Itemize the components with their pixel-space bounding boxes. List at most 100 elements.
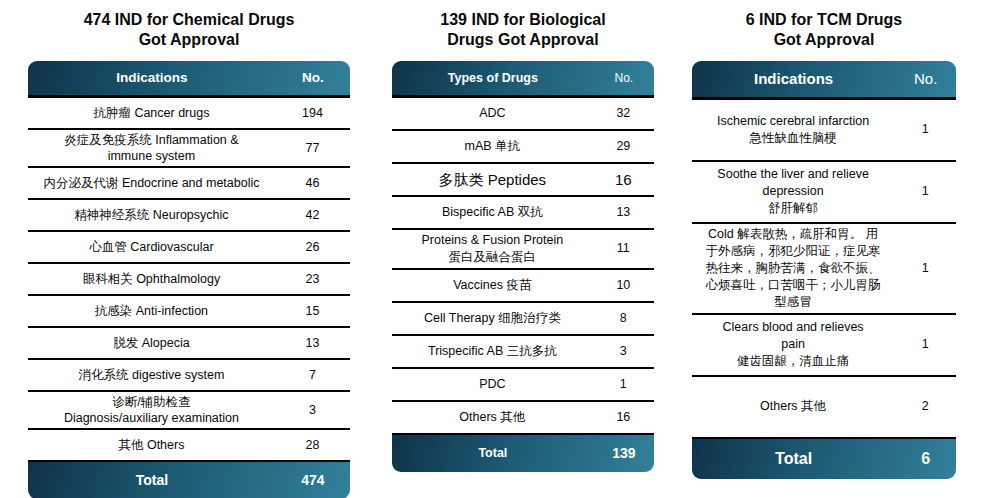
total-row: Total 474 <box>28 462 350 498</box>
row-value: 1 <box>894 119 956 140</box>
row-label: Clears blood and relieves pain 健齿固龈，清血止痛 <box>692 317 894 372</box>
row-value: 7 <box>275 365 350 385</box>
column-header-no: No. <box>594 71 654 85</box>
row-label: 抗感染 Anti-infection <box>28 301 275 321</box>
row-value: 77 <box>275 138 350 158</box>
row-value: 194 <box>275 103 350 123</box>
table-row: 抗肿瘤 Cancer drugs194 <box>28 98 350 130</box>
row-value: 26 <box>275 237 350 257</box>
table-row: 诊断/辅助检查 Diagnosis/auxiliary examination3 <box>28 392 350 430</box>
table-header: Types of Drugs No. <box>392 61 654 98</box>
row-value: 23 <box>275 269 350 289</box>
table-row: 炎症及免疫系统 Inflammation & immune system77 <box>28 130 350 168</box>
row-label: 抗肿瘤 Cancer drugs <box>28 103 275 123</box>
row-value: 11 <box>593 238 654 259</box>
row-value: 10 <box>593 275 654 296</box>
row-label: Others 其他 <box>392 407 593 428</box>
row-label: mAB 单抗 <box>392 136 593 157</box>
row-label: 消化系统 digestive system <box>28 365 275 385</box>
row-label: 其他 Others <box>28 435 275 455</box>
biological-drugs-table: 139 IND for Biological Drugs Got Approva… <box>392 8 654 472</box>
table-row: Others 其他2 <box>692 377 956 439</box>
row-label: Others 其他 <box>692 396 894 417</box>
table-row: 心血管 Cardiovascular26 <box>28 232 350 264</box>
table-row: 眼科相关 Ophthalmology23 <box>28 264 350 296</box>
total-label: Total <box>392 446 594 460</box>
table-title: 6 IND for TCM Drugs Got Approval <box>692 10 956 51</box>
table-row: Cell Therapy 细胞治疗类8 <box>392 303 654 336</box>
table-row: 消化系统 digestive system7 <box>28 360 350 392</box>
table-header: Indications No. <box>28 61 350 98</box>
table-title: 139 IND for Biological Drugs Got Approva… <box>392 10 654 51</box>
table-body: 抗肿瘤 Cancer drugs194炎症及免疫系统 Inflammation … <box>28 98 350 462</box>
table-row: Vaccines 疫苗10 <box>392 270 654 303</box>
row-label: Cell Therapy 细胞治疗类 <box>392 308 593 329</box>
row-value: 1 <box>894 181 956 202</box>
total-value: 474 <box>276 472 350 488</box>
total-value: 6 <box>895 450 956 468</box>
table-row: 内分泌及代谢 Endocrine and metabolic46 <box>28 168 350 200</box>
row-value: 3 <box>275 400 350 420</box>
row-label: 炎症及免疫系统 Inflammation & immune system <box>28 130 275 166</box>
row-label: 多肽类 Peptides <box>392 169 593 190</box>
table-row: 其他 Others28 <box>28 430 350 462</box>
table-row: mAB 单抗29 <box>392 131 654 164</box>
table-row: Soothe the liver and relieve depression … <box>692 162 956 224</box>
column-header-no: No. <box>276 70 350 85</box>
table-row: Trispecific AB 三抗多抗3 <box>392 336 654 369</box>
row-label: Bispecific AB 双抗 <box>392 202 593 223</box>
row-value: 8 <box>593 308 654 329</box>
row-label: ADC <box>392 103 593 124</box>
row-label: 心血管 Cardiovascular <box>28 237 275 257</box>
row-label: Proteins & Fusion Protein 蛋白及融合蛋白 <box>392 230 593 268</box>
row-value: 3 <box>593 341 654 362</box>
table-header: Indications No. <box>692 61 956 100</box>
chemical-drugs-table: 474 IND for Chemical Drugs Got Approval … <box>28 8 350 498</box>
total-row: Total 6 <box>692 439 956 479</box>
row-value: 16 <box>593 169 654 190</box>
tcm-drugs-table: 6 IND for TCM Drugs Got Approval Indicat… <box>692 8 956 479</box>
row-label: 脱发 Alopecia <box>28 333 275 353</box>
table-row: Others 其他16 <box>392 402 654 435</box>
row-label: 眼科相关 Ophthalmology <box>28 269 275 289</box>
row-value: 46 <box>275 173 350 193</box>
total-value: 139 <box>594 445 654 461</box>
row-label: 诊断/辅助检查 Diagnosis/auxiliary examination <box>28 392 275 428</box>
total-label: Total <box>28 472 276 488</box>
total-label: Total <box>692 450 895 468</box>
table-row: Proteins & Fusion Protein 蛋白及融合蛋白11 <box>392 230 654 270</box>
row-value: 1 <box>593 374 654 395</box>
row-value: 32 <box>593 103 654 124</box>
column-header-indications: Indications <box>692 70 895 87</box>
column-header-types: Types of Drugs <box>392 71 594 85</box>
slide-canvas: 474 IND for Chemical Drugs Got Approval … <box>0 0 981 498</box>
row-value: 16 <box>593 407 654 428</box>
row-value: 13 <box>593 202 654 223</box>
row-value: 13 <box>275 333 350 353</box>
column-header-indications: Indications <box>28 70 276 85</box>
table-body: ADC32mAB 单抗29多肽类 Peptides16Bispecific AB… <box>392 98 654 435</box>
row-label: Ischemic cerebral infarction 急性缺血性脑梗 <box>692 111 894 149</box>
table-row: Clears blood and relieves pain 健齿固龈，清血止痛… <box>692 315 956 377</box>
row-label: 内分泌及代谢 Endocrine and metabolic <box>28 173 275 193</box>
row-value: 1 <box>894 334 956 355</box>
table-row: Cold 解表散热，疏肝和胃。 用 于外感病，邪犯少阳证，症见寒 热往来，胸胁苦… <box>692 224 956 315</box>
table-title: 474 IND for Chemical Drugs Got Approval <box>28 10 350 51</box>
row-label: Vaccines 疫苗 <box>392 275 593 296</box>
table-row: 多肽类 Peptides16 <box>392 164 654 197</box>
row-label: PDC <box>392 374 593 395</box>
row-label: Soothe the liver and relieve depression … <box>692 164 894 219</box>
table-body: Ischemic cerebral infarction 急性缺血性脑梗1Soo… <box>692 100 956 439</box>
row-label: Cold 解表散热，疏肝和胃。 用 于外感病，邪犯少阳证，症见寒 热往来，胸胁苦… <box>692 224 894 313</box>
table-row: PDC1 <box>392 369 654 402</box>
row-value: 28 <box>275 435 350 455</box>
table-row: ADC32 <box>392 98 654 131</box>
total-row: Total 139 <box>392 435 654 472</box>
row-value: 1 <box>894 258 956 279</box>
row-value: 15 <box>275 301 350 321</box>
table-row: 脱发 Alopecia13 <box>28 328 350 360</box>
column-header-no: No. <box>895 70 956 87</box>
row-label: Trispecific AB 三抗多抗 <box>392 341 593 362</box>
table-row: Ischemic cerebral infarction 急性缺血性脑梗1 <box>692 100 956 162</box>
row-value: 29 <box>593 136 654 157</box>
